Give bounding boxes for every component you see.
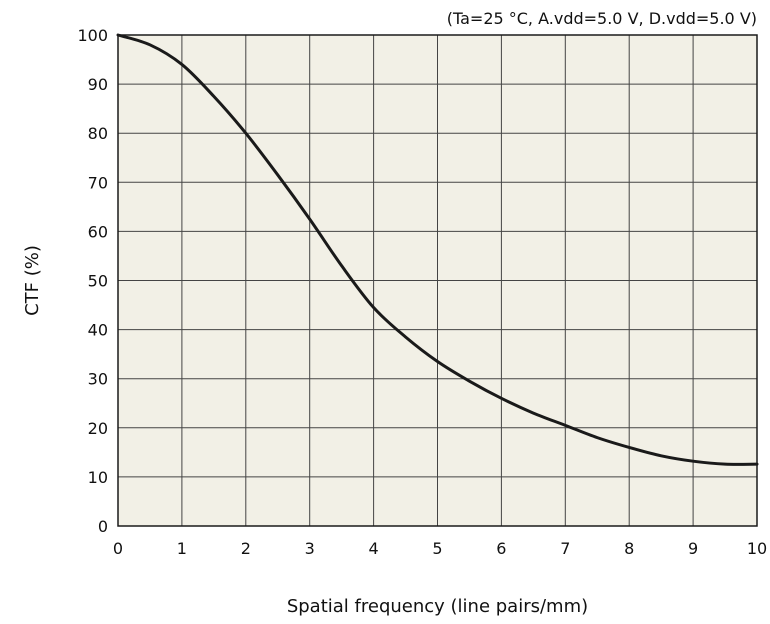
y-tick-labels: 0 10 20 30 40 50 60 70 80 90 100 xyxy=(77,26,108,536)
x-tick-label: 9 xyxy=(688,539,698,558)
conditions-annotation: (Ta=25 °C, A.vdd=5.0 V, D.vdd=5.0 V) xyxy=(447,9,757,28)
y-tick-label: 0 xyxy=(98,517,108,536)
y-tick-label: 90 xyxy=(88,75,108,94)
x-tick-labels: 0 1 2 3 4 5 6 7 8 9 10 xyxy=(113,539,767,558)
x-tick-label: 7 xyxy=(560,539,570,558)
x-tick-label: 3 xyxy=(305,539,315,558)
x-tick-label: 2 xyxy=(241,539,251,558)
plot-frame xyxy=(117,34,758,527)
y-tick-label: 50 xyxy=(88,272,108,291)
x-tick-label: 8 xyxy=(624,539,634,558)
y-tick-label: 60 xyxy=(88,222,108,241)
y-tick-label: 100 xyxy=(77,26,108,45)
y-tick-label: 40 xyxy=(88,321,108,340)
x-axis-title: Spatial frequency (line pairs/mm) xyxy=(287,596,588,617)
x-tick-label: 6 xyxy=(496,539,506,558)
x-tick-label: 0 xyxy=(113,539,123,558)
y-tick-label: 30 xyxy=(88,370,108,389)
ctf-curve xyxy=(116,33,759,466)
y-tick-label: 10 xyxy=(88,468,108,487)
y-tick-label: 70 xyxy=(88,173,108,192)
x-tick-label: 4 xyxy=(369,539,379,558)
y-tick-label: 20 xyxy=(88,419,108,438)
y-tick-label: 80 xyxy=(88,124,108,143)
x-tick-label: 5 xyxy=(432,539,442,558)
y-axis-title: CTF (%) xyxy=(22,245,43,316)
x-tick-label: 10 xyxy=(747,539,767,558)
x-tick-label: 1 xyxy=(177,539,187,558)
